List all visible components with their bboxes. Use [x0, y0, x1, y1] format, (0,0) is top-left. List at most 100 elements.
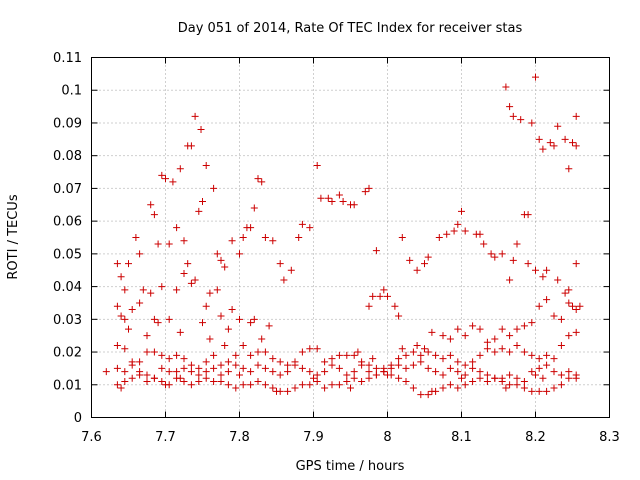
data-point: [295, 234, 303, 241]
data-point: [202, 368, 210, 376]
data-point: [121, 378, 129, 385]
data-point: [498, 250, 506, 258]
data-point: [165, 315, 173, 323]
data-point: [117, 273, 125, 281]
data-point: [176, 328, 184, 336]
data-point: [239, 364, 247, 372]
data-point: [232, 351, 240, 359]
data-point: [313, 378, 321, 385]
data-point: [398, 234, 406, 241]
data-point: [261, 364, 269, 372]
data-point: [139, 286, 147, 294]
data-point: [532, 73, 539, 81]
data-point: [535, 387, 543, 395]
data-point: [162, 381, 169, 389]
data-point: [435, 234, 443, 241]
data-point: [143, 378, 151, 385]
data-point: [313, 345, 321, 353]
data-point: [557, 342, 565, 349]
chart-title: Day 051 of 2014, Rate Of TEC Index for r…: [178, 21, 523, 36]
data-point: [572, 142, 580, 150]
data-point: [269, 355, 277, 363]
data-point: [395, 355, 403, 363]
data-point: [409, 384, 417, 392]
data-point: [347, 384, 354, 392]
data-point: [132, 234, 140, 241]
data-point: [402, 364, 410, 372]
data-point: [454, 384, 462, 392]
data-point: [550, 312, 558, 320]
data-point: [395, 361, 403, 369]
data-point: [520, 348, 528, 356]
data-point: [413, 266, 421, 274]
data-point: [236, 371, 243, 379]
data-point: [506, 332, 514, 340]
data-point: [557, 315, 565, 323]
data-point: [502, 83, 510, 91]
data-point: [372, 247, 380, 255]
data-point: [247, 319, 255, 327]
y-tick-label: 0: [74, 411, 82, 426]
data-point: [365, 368, 373, 376]
data-point: [543, 387, 551, 395]
data-point: [136, 358, 144, 366]
data-point: [150, 211, 158, 219]
data-point: [350, 374, 358, 382]
data-point: [506, 276, 514, 284]
data-point: [439, 355, 447, 363]
data-point: [158, 378, 166, 385]
data-point: [313, 162, 321, 169]
data-point: [150, 315, 158, 323]
data-point: [424, 391, 432, 399]
data-point: [199, 319, 206, 327]
data-point: [380, 286, 388, 294]
data-point: [206, 335, 214, 343]
data-point: [202, 374, 210, 382]
data-point: [247, 368, 255, 376]
data-point: [213, 250, 221, 258]
data-point: [165, 240, 173, 248]
data-point: [298, 364, 306, 372]
data-point: [458, 374, 465, 382]
data-point: [180, 364, 188, 372]
data-point: [150, 374, 158, 382]
data-point: [543, 361, 551, 369]
data-point: [461, 381, 469, 389]
data-point: [476, 230, 484, 238]
data-point: [506, 103, 514, 111]
data-point: [535, 302, 543, 310]
data-point: [424, 364, 432, 372]
data-point: [483, 378, 491, 385]
x-tick-label: 7.8: [229, 430, 250, 445]
data-point: [184, 260, 192, 268]
data-point: [313, 371, 321, 379]
data-point: [365, 374, 373, 382]
y-tick-label: 0.05: [53, 247, 82, 262]
data-point: [480, 240, 488, 248]
data-point: [469, 364, 477, 372]
data-point: [328, 198, 336, 205]
data-point: [454, 368, 462, 376]
data-point: [125, 325, 132, 333]
data-point: [150, 348, 158, 356]
data-point: [202, 358, 210, 366]
data-point: [306, 224, 314, 232]
data-point: [498, 325, 506, 333]
data-point: [180, 355, 188, 363]
data-point: [354, 348, 362, 356]
data-point: [121, 368, 129, 376]
data-point: [358, 361, 366, 369]
data-point: [550, 142, 558, 150]
x-axis-label: GPS time / hours: [296, 459, 405, 474]
data-point: [409, 348, 417, 356]
data-point: [439, 371, 447, 379]
data-point: [202, 302, 210, 310]
data-point: [443, 230, 451, 238]
data-point: [476, 351, 484, 359]
y-axis-label: ROTI / TECUs: [6, 194, 21, 279]
data-point: [517, 116, 525, 124]
data-point: [102, 368, 110, 376]
data-point: [350, 368, 358, 376]
data-point: [387, 371, 395, 379]
data-point: [158, 351, 166, 359]
